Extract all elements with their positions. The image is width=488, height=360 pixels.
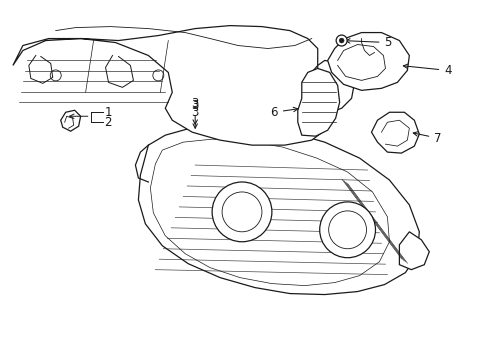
Text: 3: 3 (191, 99, 199, 112)
Text: 7: 7 (412, 132, 441, 145)
Text: 6: 6 (270, 106, 297, 119)
Polygon shape (297, 68, 339, 136)
Polygon shape (399, 232, 428, 270)
Polygon shape (327, 32, 408, 90)
Text: 4: 4 (403, 64, 451, 77)
Circle shape (339, 38, 344, 43)
Circle shape (335, 35, 346, 46)
Polygon shape (317, 60, 354, 112)
Polygon shape (13, 26, 334, 145)
Circle shape (212, 182, 271, 242)
Circle shape (319, 202, 375, 258)
Text: 2: 2 (104, 116, 112, 129)
Text: 5: 5 (345, 36, 391, 49)
Polygon shape (150, 139, 388, 285)
Text: 1: 1 (104, 106, 112, 119)
Polygon shape (61, 110, 81, 131)
Text: 3: 3 (191, 97, 199, 124)
Polygon shape (371, 112, 419, 153)
Text: 3: 3 (191, 106, 199, 128)
Polygon shape (138, 125, 419, 294)
